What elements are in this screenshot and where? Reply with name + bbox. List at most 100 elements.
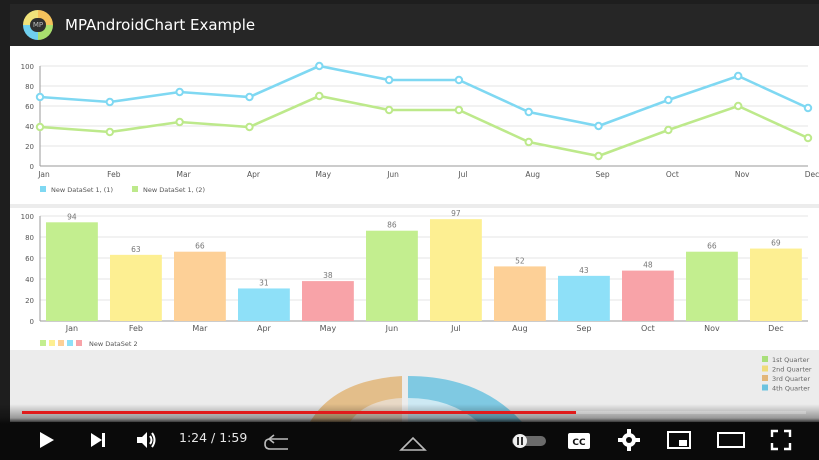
x-tick-label: Jul <box>450 324 461 333</box>
x-tick-label: Aug <box>525 170 540 179</box>
y-tick-label: 20 <box>25 143 34 151</box>
time-display: 1:24 / 1:59 <box>179 430 248 445</box>
x-tick-label: Jan <box>65 324 78 333</box>
legend-swatch <box>762 356 768 362</box>
y-tick-label: 0 <box>30 318 34 326</box>
home-icon[interactable] <box>398 432 428 454</box>
data-point <box>315 61 324 71</box>
bar <box>238 288 290 321</box>
y-tick-label: 100 <box>21 63 34 71</box>
legend-swatch <box>762 375 768 381</box>
bar <box>302 281 354 321</box>
x-tick-label: Mar <box>177 170 192 179</box>
data-point <box>524 107 533 117</box>
bar <box>366 230 418 321</box>
data-point <box>384 105 394 115</box>
x-tick-label: Apr <box>257 324 272 333</box>
bar-value-label: 66 <box>707 242 717 251</box>
legend-label: 4th Quarter <box>772 385 810 393</box>
bar <box>46 222 98 321</box>
x-tick-label: Feb <box>129 324 143 333</box>
legend-label: 2nd Quarter <box>772 366 812 374</box>
legend-swatch <box>132 186 138 192</box>
play-icon[interactable] <box>34 428 58 452</box>
x-tick-label: Jan <box>37 170 50 179</box>
y-tick-label: 80 <box>25 83 34 91</box>
line-chart[interactable]: 0 20 40 60 80 100 Jan Feb Mar Apr May Jun Jul Aug Sep O… <box>10 46 819 204</box>
data-point <box>175 87 184 97</box>
legend-label: 3rd Quarter <box>772 375 810 383</box>
data-point <box>803 133 813 143</box>
y-tick-label: 60 <box>25 255 34 263</box>
svg-text:CC: CC <box>572 438 586 448</box>
data-point <box>594 151 603 161</box>
series-line <box>39 94 809 158</box>
bar-value-label: 31 <box>259 278 269 287</box>
app-logo-icon <box>23 10 53 40</box>
data-point <box>175 117 184 127</box>
data-point <box>454 105 464 115</box>
data-point <box>733 101 743 111</box>
x-tick-label: Dec <box>805 170 819 179</box>
y-tick-label: 100 <box>21 213 34 221</box>
x-tick-label: Dec <box>768 324 783 333</box>
legend-swatch <box>40 186 46 192</box>
miniplayer-icon[interactable] <box>666 428 692 452</box>
x-tick-label: Oct <box>641 324 655 333</box>
bar-value-label: 52 <box>515 256 525 265</box>
x-tick-label: Jul <box>457 170 467 179</box>
bar-value-label: 69 <box>771 239 781 248</box>
progress-bar[interactable] <box>22 411 806 414</box>
legend-swatch <box>49 340 55 346</box>
app-bar: MPAndroidChart Example <box>10 4 819 46</box>
progress-fill <box>22 411 576 414</box>
y-tick-label: 60 <box>25 103 34 111</box>
bar <box>110 254 162 321</box>
legend-swatch <box>762 384 768 391</box>
bar-value-label: 43 <box>579 266 589 275</box>
y-tick-label: 20 <box>25 297 34 305</box>
bar <box>750 248 802 321</box>
x-tick-label: Nov <box>704 324 720 333</box>
next-icon[interactable] <box>86 428 110 452</box>
data-point <box>105 127 115 137</box>
x-tick-label: Aug <box>512 324 528 333</box>
x-tick-label: Oct <box>666 170 679 179</box>
line-chart-panel[interactable]: 0 20 40 60 80 100 Jan Feb Mar Apr May Jun Jul Aug Sep O… <box>10 46 819 204</box>
back-icon[interactable] <box>262 432 292 454</box>
x-tick-label: Jun <box>385 324 399 333</box>
subtitles-icon[interactable]: CC <box>566 430 592 452</box>
bar-value-label: 63 <box>131 245 141 254</box>
bar-value-label: 86 <box>387 221 397 230</box>
fullscreen-icon[interactable] <box>768 428 794 452</box>
y-tick-label: 40 <box>25 276 34 284</box>
volume-icon[interactable] <box>134 428 160 452</box>
bar-value-label: 97 <box>451 209 461 218</box>
y-tick-label: 0 <box>30 163 34 171</box>
bar <box>430 219 482 321</box>
legend-label: New DataSet 1, (1) <box>51 186 113 194</box>
y-tick-label: 40 <box>25 123 34 131</box>
video-player-controls: 1:24 / 1:59 CC <box>0 404 819 460</box>
data-point <box>35 122 45 132</box>
data-point <box>454 75 464 85</box>
bar-chart[interactable]: 0 20 40 60 80 100 94 Jan 63 Feb 66 Mar 31 Apr 38 May 86 J… <box>10 208 819 350</box>
data-point <box>664 95 673 105</box>
legend-swatch <box>40 340 46 346</box>
data-point <box>594 121 603 131</box>
bar-chart-panel[interactable]: 0 20 40 60 80 100 94 Jan 63 Feb 66 Mar 31 Apr 38 May 86 J… <box>10 208 819 350</box>
series-line <box>39 64 809 128</box>
x-tick-label: Nov <box>735 170 750 179</box>
x-tick-label: Sep <box>595 170 609 179</box>
settings-icon[interactable] <box>616 428 642 452</box>
theater-icon[interactable] <box>716 428 746 452</box>
data-point <box>35 92 45 102</box>
data-point <box>245 122 254 132</box>
x-tick-label: Feb <box>107 170 121 179</box>
data-point <box>664 125 673 135</box>
bar <box>174 251 226 321</box>
autoplay-toggle[interactable] <box>510 430 552 452</box>
bar <box>558 275 610 321</box>
legend-label: New DataSet 2 <box>89 340 138 348</box>
x-tick-label: May <box>316 170 332 179</box>
